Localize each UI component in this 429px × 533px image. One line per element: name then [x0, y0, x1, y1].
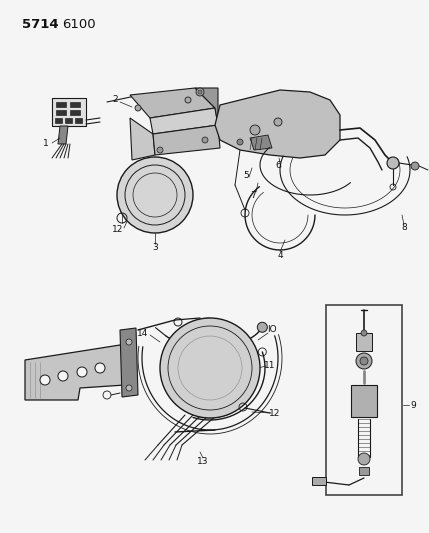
Text: 1: 1	[43, 139, 49, 148]
Circle shape	[185, 97, 191, 103]
Bar	[70, 110, 80, 115]
Circle shape	[361, 330, 367, 336]
Text: 6: 6	[275, 160, 281, 169]
Text: 6100: 6100	[62, 18, 96, 31]
Polygon shape	[130, 118, 155, 160]
Bar	[56, 110, 66, 115]
Text: 3: 3	[152, 244, 158, 253]
Bar	[65, 118, 72, 123]
Circle shape	[126, 385, 132, 391]
Text: 13: 13	[197, 457, 209, 466]
Text: 4: 4	[277, 251, 283, 260]
Text: 5714: 5714	[22, 18, 59, 31]
Circle shape	[196, 88, 204, 96]
Bar	[55, 118, 62, 123]
Polygon shape	[250, 135, 272, 150]
Circle shape	[135, 105, 141, 111]
Polygon shape	[215, 90, 340, 158]
Circle shape	[160, 318, 260, 418]
Bar	[52, 98, 86, 126]
Polygon shape	[58, 126, 68, 144]
Circle shape	[157, 147, 163, 153]
Bar	[351, 385, 377, 417]
Circle shape	[358, 453, 370, 465]
Text: 9: 9	[410, 400, 416, 409]
Polygon shape	[130, 88, 215, 118]
Text: 12: 12	[269, 408, 281, 417]
Circle shape	[250, 125, 260, 135]
Text: 2: 2	[112, 95, 118, 104]
Circle shape	[202, 137, 208, 143]
Polygon shape	[25, 345, 130, 400]
Circle shape	[360, 357, 368, 365]
Circle shape	[411, 162, 419, 170]
Bar	[359, 467, 369, 475]
Circle shape	[40, 375, 50, 385]
Circle shape	[58, 371, 68, 381]
Bar	[75, 118, 82, 123]
Polygon shape	[153, 125, 220, 155]
Circle shape	[356, 353, 372, 369]
Circle shape	[77, 367, 87, 377]
Circle shape	[198, 90, 202, 94]
Circle shape	[257, 322, 267, 332]
Polygon shape	[150, 108, 218, 134]
Bar	[70, 102, 80, 107]
Text: lO: lO	[267, 326, 277, 335]
Bar	[326, 305, 402, 495]
Circle shape	[237, 139, 243, 145]
Text: 14: 14	[137, 328, 149, 337]
Circle shape	[126, 339, 132, 345]
Bar	[312, 477, 326, 485]
Circle shape	[274, 118, 282, 126]
Text: 7: 7	[250, 190, 256, 199]
Text: 11: 11	[264, 360, 276, 369]
Polygon shape	[120, 328, 138, 397]
Circle shape	[95, 363, 105, 373]
Circle shape	[387, 157, 399, 169]
Text: 8: 8	[401, 223, 407, 232]
Bar	[356, 333, 372, 351]
Circle shape	[117, 157, 193, 233]
Polygon shape	[195, 88, 218, 125]
Bar	[56, 102, 66, 107]
Text: 5: 5	[243, 171, 249, 180]
Text: 12: 12	[112, 225, 124, 235]
